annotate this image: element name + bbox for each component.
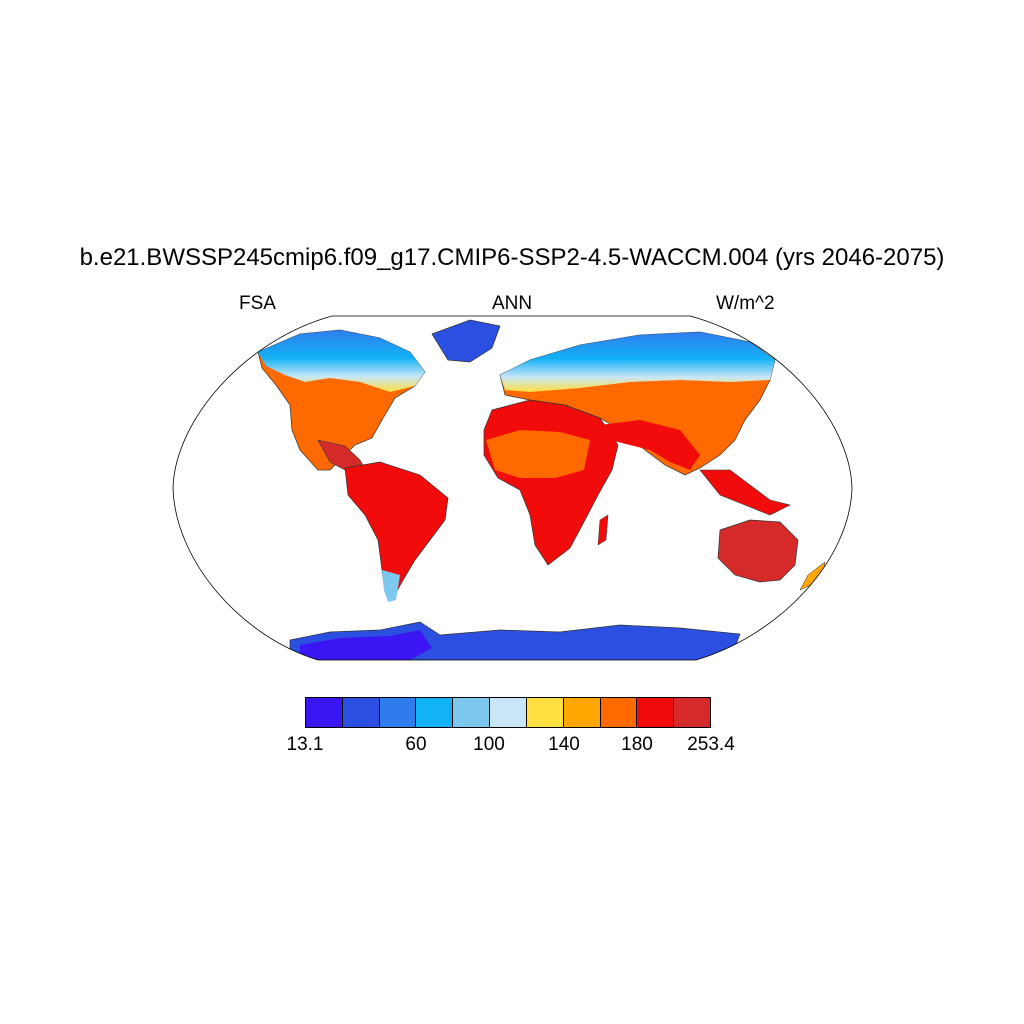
north-america-north [258, 330, 425, 392]
map-boundary [172, 315, 853, 661]
colorbar-label-1: 60 [405, 734, 427, 755]
colorbar-box-6 [526, 698, 564, 727]
south-america [344, 461, 449, 601]
colorbar-box-10 [674, 698, 710, 727]
variable-label: FSA [239, 293, 276, 314]
colorbar-label-0: 13.1 [286, 734, 324, 755]
colorbar-box-0 [306, 698, 343, 727]
units-label: W/m^2 [716, 293, 775, 314]
colorbar-box-9 [637, 698, 675, 727]
colorbar-label-5: 253.4 [687, 734, 735, 755]
season-label: ANN [491, 293, 533, 314]
australia [717, 519, 799, 583]
colorbar-box-1 [342, 698, 380, 727]
colorbar-box-7 [563, 698, 601, 727]
colorbar-labels: 13.1 60 100 140 180 253.4 [0, 734, 1024, 758]
colorbar-label-4: 180 [621, 734, 653, 755]
africa [483, 399, 619, 566]
colorbar-box-5 [490, 698, 527, 727]
colorbar-label-2: 100 [473, 734, 505, 755]
new-zealand [799, 561, 826, 591]
colorbar [305, 697, 711, 728]
colorbar-box-2 [379, 698, 417, 727]
colorbar-box-8 [600, 698, 638, 727]
eurasia-north [500, 332, 775, 392]
colorbar-box-3 [416, 698, 454, 727]
south-america-tip [382, 570, 400, 602]
sahara [486, 430, 590, 478]
madagascar [597, 514, 609, 546]
colorbar-label-3: 140 [548, 734, 580, 755]
colorbar-box-4 [453, 698, 491, 727]
plot-title: b.e21.BWSSP245cmip6.f09_g17.CMIP6-SSP2-4… [79, 244, 945, 271]
antarctica-west [300, 630, 432, 660]
southeast-asia [699, 469, 791, 516]
arabia-india [600, 420, 700, 470]
greenland [431, 319, 501, 363]
